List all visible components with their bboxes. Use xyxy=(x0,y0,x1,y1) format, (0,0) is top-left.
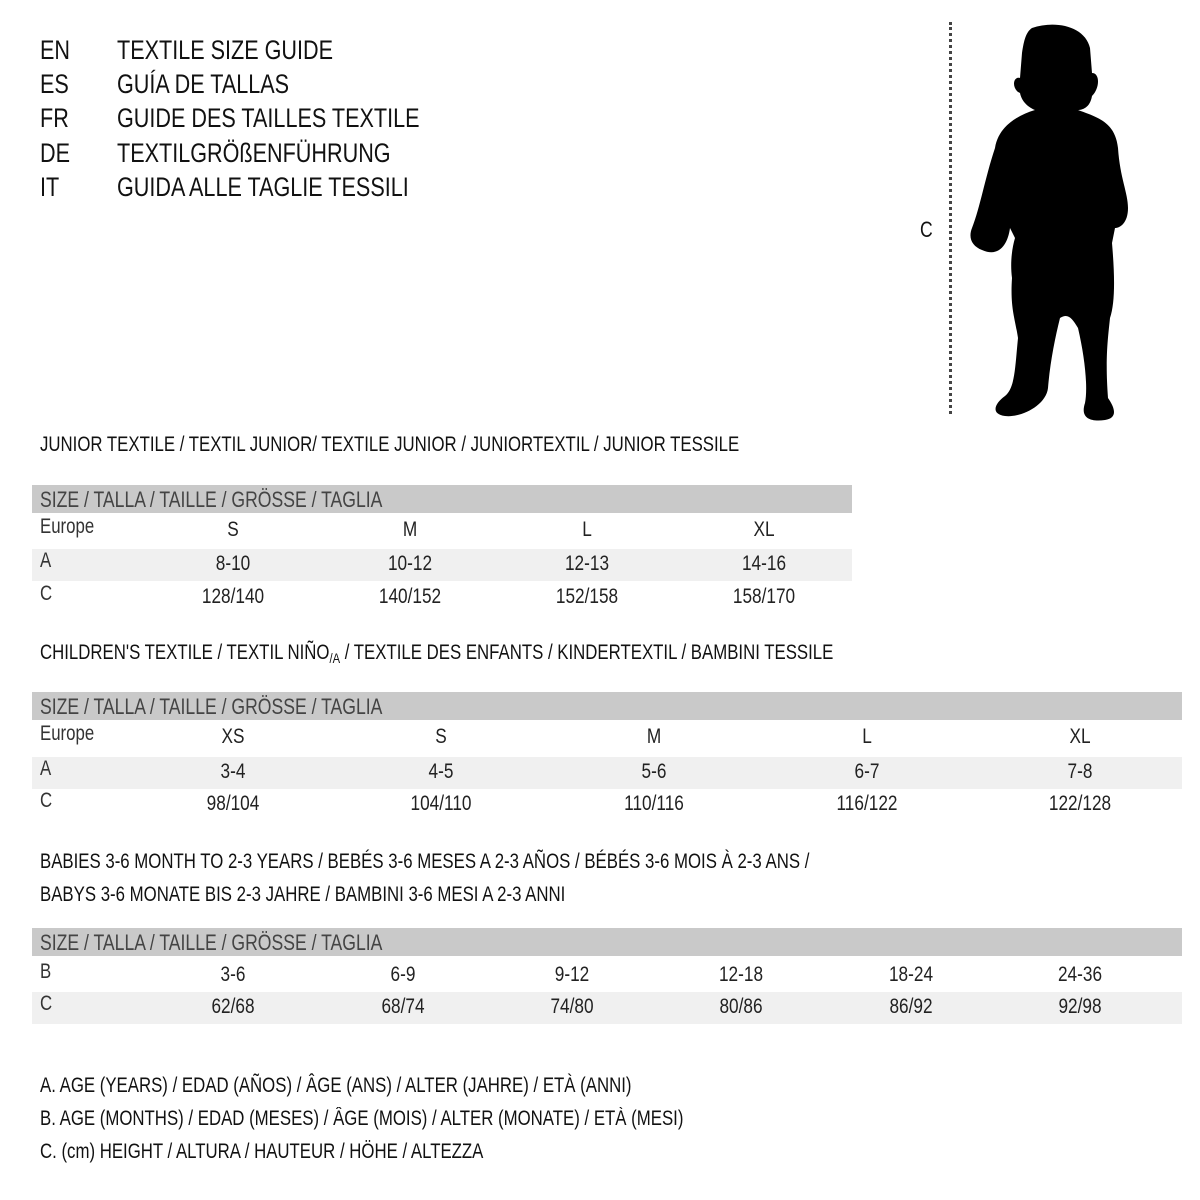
table-cell: 128/140 xyxy=(201,585,265,608)
lang-title: TEXTILGRÖßENFÜHRUNG xyxy=(117,138,391,168)
table-row: A 8-10 10-12 12-13 14-16 xyxy=(32,549,852,581)
table-row: Europe XS S M L XL xyxy=(32,722,1182,754)
row-label: B xyxy=(40,960,52,983)
table-row: C 128/140 140/152 152/158 158/170 xyxy=(32,582,852,614)
lang-code: FR xyxy=(40,103,69,133)
table-row: C 62/68 68/74 74/80 80/86 86/92 92/98 xyxy=(32,992,1182,1024)
table-cell: 10-12 xyxy=(387,552,433,575)
row-label: C xyxy=(40,789,53,812)
table-cell: 158/170 xyxy=(732,585,796,608)
table-cell: 6-7 xyxy=(854,760,880,783)
table-cell: 140/152 xyxy=(378,585,442,608)
table-cell: 12-18 xyxy=(718,963,764,986)
table-cell: L xyxy=(582,518,592,541)
table-cell: 98/104 xyxy=(206,792,260,815)
table-cell: 104/110 xyxy=(410,792,472,815)
legend-item: C. (cm) HEIGHT / ALTURA / HAUTEUR / HÖHE… xyxy=(40,1140,484,1163)
legend-item: A. AGE (YEARS) / EDAD (AÑOS) / ÂGE (ANS)… xyxy=(40,1074,632,1097)
lang-title: GUÍA DE TALLAS xyxy=(117,69,290,99)
row-label: Europe xyxy=(40,722,95,745)
size-header-bar: SIZE / TALLA / TAILLE / GRÖSSE / TAGLIA xyxy=(32,485,852,513)
legend-item: B. AGE (MONTHS) / EDAD (MESES) / ÂGE (MO… xyxy=(40,1107,684,1130)
table-cell: 6-9 xyxy=(390,963,416,986)
section-title: JUNIOR TEXTILE / TEXTIL JUNIOR/ TEXTILE … xyxy=(40,433,740,456)
table-cell: 14-16 xyxy=(741,552,787,575)
table-cell: S xyxy=(227,518,239,541)
child-silhouette-icon xyxy=(970,24,1128,421)
table-row: C 98/104 104/110 110/116 116/122 122/128 xyxy=(32,789,1182,821)
height-label: C xyxy=(920,217,933,242)
lang-code: IT xyxy=(40,172,60,202)
section-title: BABIES 3-6 MONTH TO 2-3 YEARS / BEBÉS 3-… xyxy=(40,850,810,873)
table-cell: XL xyxy=(753,518,775,541)
table-row: A 3-4 4-5 5-6 6-7 7-8 xyxy=(32,757,1182,789)
size-header: SIZE / TALLA / TAILLE / GRÖSSE / TAGLIA xyxy=(40,487,383,512)
table-row: B 3-6 6-9 9-12 12-18 18-24 24-36 xyxy=(32,960,1182,992)
table-cell: S xyxy=(435,725,447,748)
row-label: Europe xyxy=(40,515,95,538)
row-label: A xyxy=(40,757,52,780)
size-header: SIZE / TALLA / TAILLE / GRÖSSE / TAGLIA xyxy=(40,694,383,719)
lang-code: ES xyxy=(40,69,69,99)
size-header-bar: SIZE / TALLA / TAILLE / GRÖSSE / TAGLIA xyxy=(32,692,1182,720)
table-cell: 152/158 xyxy=(555,585,619,608)
table-row: Europe S M L XL xyxy=(32,515,852,547)
table-cell: 12-13 xyxy=(564,552,610,575)
table-cell: 122/128 xyxy=(1048,792,1112,815)
lang-code: EN xyxy=(40,35,71,65)
table-cell: 7-8 xyxy=(1067,760,1093,783)
table-cell: 116/122 xyxy=(836,792,898,815)
row-label: A xyxy=(40,549,52,572)
table-cell: XL xyxy=(1069,725,1091,748)
size-header-bar: SIZE / TALLA / TAILLE / GRÖSSE / TAGLIA xyxy=(32,928,1182,956)
table-cell: 74/80 xyxy=(550,995,594,1018)
table-cell: 8-10 xyxy=(215,552,251,575)
lang-code: DE xyxy=(40,138,71,168)
size-header: SIZE / TALLA / TAILLE / GRÖSSE / TAGLIA xyxy=(40,930,383,955)
height-dotted-line xyxy=(949,22,952,414)
table-cell: 24-36 xyxy=(1057,963,1103,986)
lang-title: TEXTILE SIZE GUIDE xyxy=(117,35,334,65)
table-cell: M xyxy=(646,725,662,748)
table-cell: 68/74 xyxy=(381,995,425,1018)
row-label: C xyxy=(40,992,53,1015)
table-cell: 86/92 xyxy=(889,995,933,1018)
table-cell: 62/68 xyxy=(211,995,255,1018)
lang-title: GUIDA ALLE TAGLIE TESSILI xyxy=(117,172,409,202)
table-cell: 9-12 xyxy=(554,963,590,986)
table-cell: L xyxy=(862,725,872,748)
section-title: BABYS 3-6 MONATE BIS 2-3 JAHRE / BAMBINI… xyxy=(40,883,566,906)
table-cell: 18-24 xyxy=(888,963,934,986)
lang-title: GUIDE DES TAILLES TEXTILE xyxy=(117,103,420,133)
table-cell: 3-6 xyxy=(220,963,246,986)
table-cell: 4-5 xyxy=(428,760,454,783)
table-cell: 92/98 xyxy=(1058,995,1102,1018)
height-figure: C xyxy=(900,10,1160,430)
table-cell: 5-6 xyxy=(641,760,667,783)
table-cell: 80/86 xyxy=(719,995,763,1018)
section-title: CHILDREN'S TEXTILE / TEXTIL NIÑO/A / TEX… xyxy=(40,641,834,666)
row-label: C xyxy=(40,582,53,605)
table-cell: 110/116 xyxy=(624,792,684,815)
table-cell: M xyxy=(402,518,418,541)
table-cell: XS xyxy=(221,725,245,748)
table-cell: 3-4 xyxy=(220,760,246,783)
